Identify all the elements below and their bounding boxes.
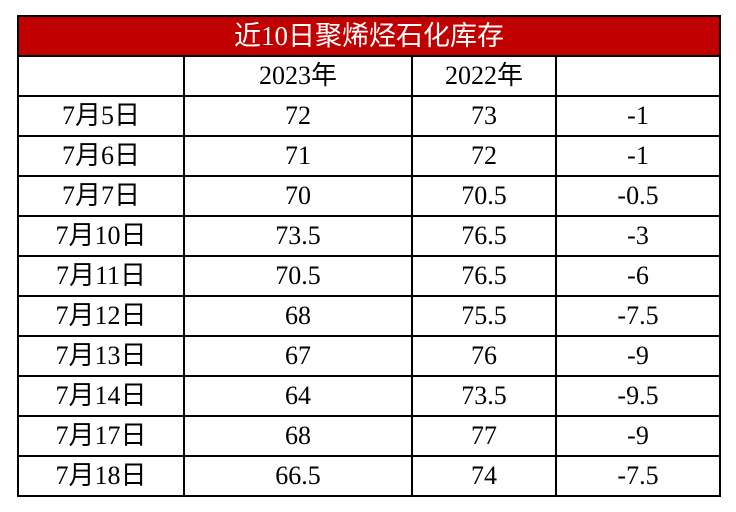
header-cell: 2023年 <box>183 55 413 97</box>
value-cell: 67 <box>183 335 413 377</box>
date-cell: 7月11日 <box>17 255 185 297</box>
date-cell: 7月12日 <box>17 295 185 337</box>
table-title: 近10日聚烯烃石化库存 <box>17 15 721 57</box>
data-row: 7月14日 64 73.5 -9.5 <box>17 375 721 417</box>
value-cell: 68 <box>183 415 413 457</box>
diff-cell: -1 <box>555 95 721 137</box>
value-cell: 64 <box>183 375 413 417</box>
data-row: 7月12日 68 75.5 -7.5 <box>17 295 721 337</box>
value-cell: 75.5 <box>411 295 557 337</box>
value-cell: 74 <box>411 455 557 497</box>
diff-cell: -6 <box>555 255 721 297</box>
table-body: 近10日聚烯烃石化库存 2023年 2022年 7月5日 72 73 -1 7月6日 71… <box>17 15 721 497</box>
diff-cell: -9 <box>555 335 721 377</box>
date-cell: 7月18日 <box>17 455 185 497</box>
value-cell: 70 <box>183 175 413 217</box>
inventory-table: 近10日聚烯烃石化库存 2023年 2022年 7月5日 72 73 -1 7月6日 71… <box>17 15 721 497</box>
data-row: 7月5日 72 73 -1 <box>17 95 721 137</box>
date-cell: 7月17日 <box>17 415 185 457</box>
value-cell: 76.5 <box>411 215 557 257</box>
data-row: 7月13日 67 76 -9 <box>17 335 721 377</box>
value-cell: 66.5 <box>183 455 413 497</box>
value-cell: 70.5 <box>183 255 413 297</box>
date-cell: 7月7日 <box>17 175 185 217</box>
value-cell: 73.5 <box>183 215 413 257</box>
header-cell <box>17 55 185 97</box>
diff-cell: -9 <box>555 415 721 457</box>
data-row: 7月18日 66.5 74 -7.5 <box>17 455 721 497</box>
value-cell: 72 <box>411 135 557 177</box>
value-cell: 72 <box>183 95 413 137</box>
header-cell <box>555 55 721 97</box>
table-container: 近10日聚烯烃石化库存 2023年 2022年 7月5日 72 73 -1 7月6日 71… <box>17 15 721 497</box>
diff-cell: -3 <box>555 215 721 257</box>
header-cell: 2022年 <box>411 55 557 97</box>
value-cell: 73 <box>411 95 557 137</box>
data-row: 7月17日 68 77 -9 <box>17 415 721 457</box>
date-cell: 7月6日 <box>17 135 185 177</box>
value-cell: 73.5 <box>411 375 557 417</box>
date-cell: 7月10日 <box>17 215 185 257</box>
value-cell: 76 <box>411 335 557 377</box>
title-row: 近10日聚烯烃石化库存 <box>17 15 721 57</box>
value-cell: 77 <box>411 415 557 457</box>
date-cell: 7月14日 <box>17 375 185 417</box>
value-cell: 71 <box>183 135 413 177</box>
diff-cell: -7.5 <box>555 455 721 497</box>
value-cell: 76.5 <box>411 255 557 297</box>
diff-cell: -7.5 <box>555 295 721 337</box>
data-row: 7月11日 70.5 76.5 -6 <box>17 255 721 297</box>
header-row: 2023年 2022年 <box>17 55 721 97</box>
data-row: 7月10日 73.5 76.5 -3 <box>17 215 721 257</box>
data-row: 7月6日 71 72 -1 <box>17 135 721 177</box>
diff-cell: -0.5 <box>555 175 721 217</box>
date-cell: 7月13日 <box>17 335 185 377</box>
date-cell: 7月5日 <box>17 95 185 137</box>
value-cell: 70.5 <box>411 175 557 217</box>
data-row: 7月7日 70 70.5 -0.5 <box>17 175 721 217</box>
diff-cell: -9.5 <box>555 375 721 417</box>
diff-cell: -1 <box>555 135 721 177</box>
value-cell: 68 <box>183 295 413 337</box>
